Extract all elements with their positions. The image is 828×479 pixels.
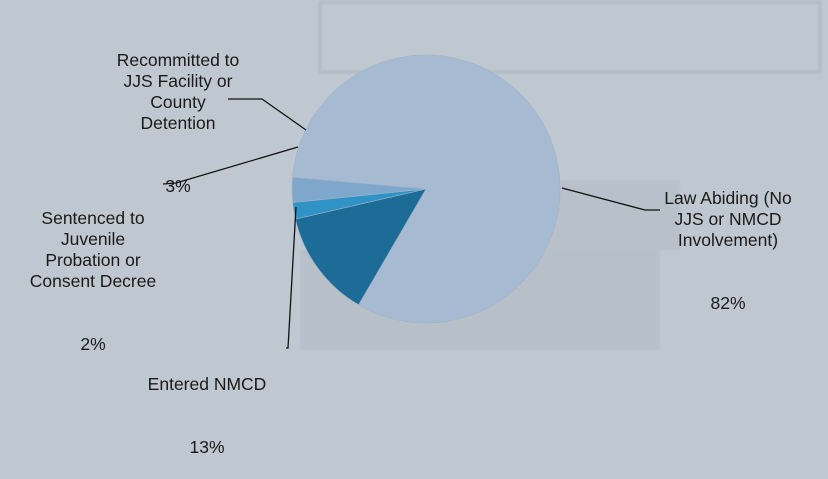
pie-slices xyxy=(291,54,561,324)
slice-label-law-abiding: Law Abiding (No JJS or NMCD Involvement)… xyxy=(648,146,808,335)
leader-lines xyxy=(162,98,660,349)
slice-label-recommitted-text: Recommitted to JJS Facility or County De… xyxy=(116,50,240,133)
slice-label-nmcd: Entered NMCD 13% xyxy=(120,332,294,479)
leader-line-lawabiding xyxy=(561,187,660,211)
slice-label-sentenced: Sentenced to Juvenile Probation or Conse… xyxy=(4,166,182,376)
leader-line-nmcd xyxy=(286,206,297,349)
slice-label-nmcd-text: Entered NMCD xyxy=(147,374,267,394)
slice-label-nmcd-pct: 13% xyxy=(189,437,225,457)
slice-recommitted xyxy=(291,176,427,203)
slice-label-law-abiding-pct: 82% xyxy=(710,293,746,313)
leader-line-recommitted xyxy=(228,98,307,131)
slice-label-recommitted-pct: 3% xyxy=(165,176,191,196)
leader-line-sentenced xyxy=(162,146,299,185)
slice-label-law-abiding-text: Law Abiding (No JJS or NMCD Involvement) xyxy=(664,188,792,250)
slice-label-recommitted: Recommitted to JJS Facility or County De… xyxy=(90,8,266,218)
slice-nmcd xyxy=(295,188,427,306)
pie-chart xyxy=(162,1,821,350)
slice-label-sentenced-text: Sentenced to Juvenile Probation or Conse… xyxy=(29,208,157,291)
slice-label-sentenced-pct: 2% xyxy=(80,334,106,354)
